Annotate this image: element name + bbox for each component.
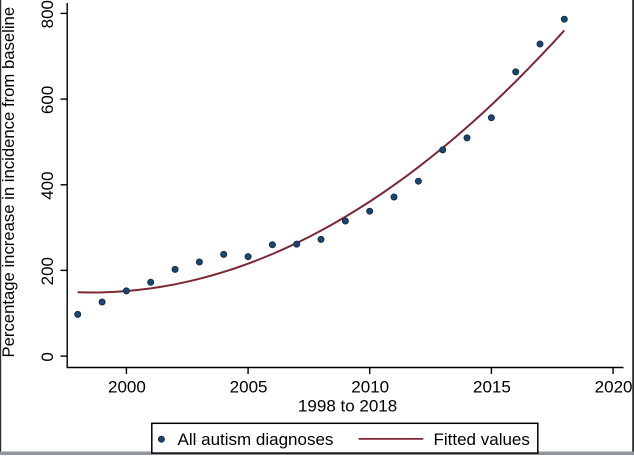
svg-text:0: 0 — [38, 352, 57, 361]
svg-text:2015: 2015 — [473, 378, 511, 397]
svg-text:1998 to 2018: 1998 to 2018 — [298, 397, 397, 416]
svg-text:2010: 2010 — [351, 378, 389, 397]
svg-text:All autism diagnoses: All autism diagnoses — [178, 430, 334, 449]
svg-text:400: 400 — [38, 171, 57, 199]
svg-text:Percentage increase in inciden: Percentage increase in incidence from ba… — [0, 7, 18, 358]
svg-text:2020: 2020 — [595, 378, 633, 397]
svg-text:2000: 2000 — [108, 378, 146, 397]
svg-text:800: 800 — [38, 0, 57, 28]
svg-text:Fitted values: Fitted values — [434, 430, 530, 449]
svg-text:600: 600 — [38, 86, 57, 114]
svg-text:2005: 2005 — [230, 378, 268, 397]
svg-text:200: 200 — [38, 257, 57, 285]
